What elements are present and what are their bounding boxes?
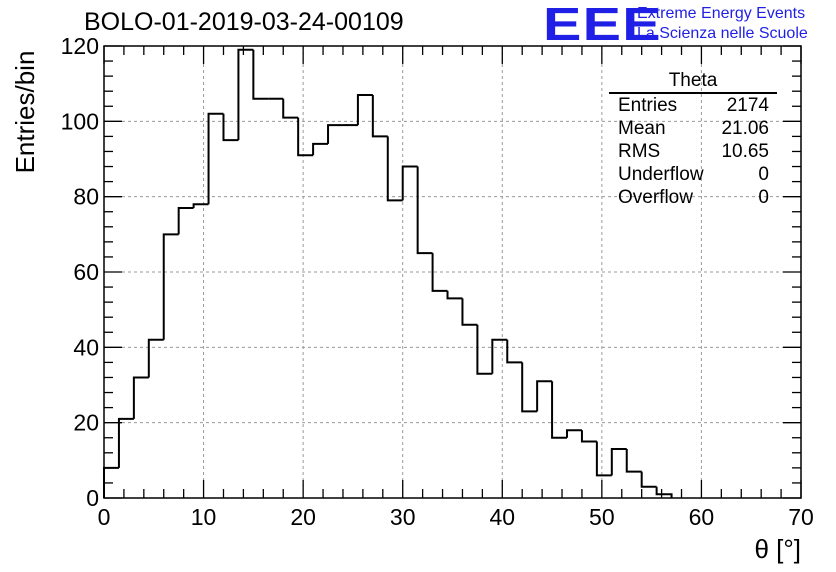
y-tick-label: 60: [73, 259, 99, 285]
stats-label: RMS: [618, 141, 661, 162]
histogram-bin: [595, 441, 612, 477]
histogram-bin: [371, 94, 388, 138]
histogram-bin: [506, 339, 523, 364]
histogram-bin: [252, 49, 269, 100]
histogram-bin: [282, 98, 299, 119]
histogram-bin: [536, 380, 553, 412]
x-tick-label: 60: [689, 504, 715, 530]
histogram-bin: [491, 338, 508, 374]
histogram-bin: [192, 203, 209, 208]
histogram-bin: [476, 324, 493, 375]
stats-row: Overflow 0: [609, 186, 777, 209]
stats-value: 0: [758, 187, 769, 208]
histogram-bin: [401, 165, 418, 201]
x-tick-label: 30: [390, 504, 416, 530]
stats-value: 10.65: [721, 141, 769, 162]
y-tick-label: 120: [61, 33, 99, 59]
histogram-bin: [521, 362, 538, 413]
stats-title: Theta: [609, 70, 777, 94]
histogram-bin: [162, 233, 179, 340]
stats-row: Mean 21.06: [609, 117, 777, 140]
x-tick-label: 50: [589, 504, 615, 530]
eee-logo: EEE Extreme Energy Events La Scienza nel…: [543, 1, 808, 47]
histogram-bin: [117, 417, 134, 468]
histogram-bin: [461, 298, 478, 326]
x-tick-label: 20: [290, 504, 316, 530]
histogram-bin: [625, 449, 642, 473]
histogram-bin: [446, 290, 463, 300]
x-axis-label: θ [°]: [754, 534, 801, 564]
histogram-bin: [566, 429, 582, 438]
histogram-bin: [327, 124, 343, 144]
histogram-bin: [580, 430, 597, 443]
histogram-bin: [103, 466, 119, 498]
y-tick-label: 20: [73, 410, 99, 436]
stats-row: RMS 10.65: [609, 140, 777, 163]
x-tick-label: 70: [788, 504, 814, 530]
stats-label: Mean: [618, 118, 666, 139]
histogram-bin: [207, 112, 224, 205]
histogram-bin: [177, 206, 194, 235]
logo-line-2: La Scienza nelle Scuole: [637, 25, 808, 42]
grid-lines: [104, 46, 801, 498]
axes: [103, 45, 802, 499]
plot-title: BOLO-01-2019-03-24-00109: [84, 8, 404, 36]
stats-value: 0: [758, 164, 769, 185]
histogram-bin: [655, 486, 673, 498]
histogram-bin: [356, 93, 373, 126]
y-tick-label: 100: [61, 108, 99, 134]
histogram-bin: [386, 136, 403, 202]
stats-label: Underflow: [618, 164, 704, 185]
histogram-bin: [132, 376, 149, 419]
histogram-bin: [297, 117, 314, 157]
histogram-bin: [147, 338, 164, 378]
stats-value: 2174: [726, 95, 769, 116]
histogram-bin: [237, 48, 254, 141]
logo-text: Extreme Energy Events La Scienza nelle S…: [637, 4, 808, 44]
stats-label: Entries: [618, 95, 678, 116]
y-tick-label: 80: [73, 184, 99, 210]
histogram-bin: [222, 113, 239, 142]
x-tick-label: 10: [191, 504, 217, 530]
histogram-bars: [103, 48, 673, 498]
tick-labels: 0 10 20 30 40 50 60 70 0 20 40 60 80 100 120: [61, 33, 814, 530]
y-tick-label: 0: [86, 485, 99, 511]
stats-value: 21.06: [721, 118, 769, 139]
logo-letters: EEE: [543, 0, 662, 50]
histogram-bin: [610, 448, 627, 476]
x-tick-label: 0: [98, 504, 111, 530]
histogram-bin: [431, 253, 448, 292]
stats-row: Underflow 0: [609, 163, 777, 186]
histogram-bin: [551, 381, 568, 439]
y-tick-label: 40: [73, 334, 99, 360]
stats-box: Theta Entries 2174 Mean 21.06 RMS 10.65 …: [609, 70, 777, 209]
logo-line-1: Extreme Energy Events: [637, 5, 806, 22]
y-axis-label: Entries/bin: [10, 51, 40, 174]
stats-row: Entries 2174: [609, 94, 777, 117]
histogram-bin: [312, 142, 329, 156]
histogram-bin: [640, 471, 657, 488]
x-tick-label: 40: [489, 504, 515, 530]
stats-label: Overflow: [618, 187, 693, 208]
histogram-bin: [416, 166, 433, 255]
